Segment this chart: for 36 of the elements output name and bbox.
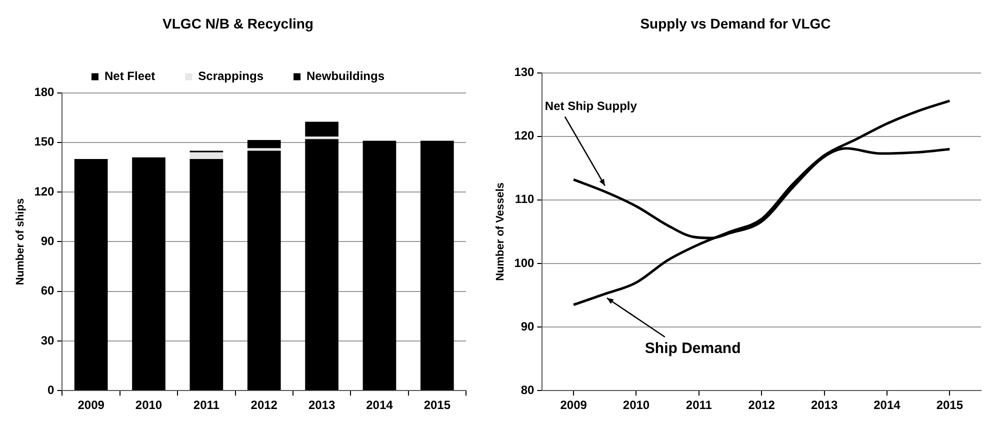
legend-label: Newbuildings [306,69,385,84]
x-tick-label: 2015 [424,398,451,412]
y-tick-label: 100 [514,256,535,270]
y-tick-label: 30 [40,333,55,348]
x-tick-label: 2010 [135,398,162,412]
x-tick-label: 2009 [560,398,588,412]
y-axis-title: Number of ships [14,198,27,286]
x-tick-label: 2013 [810,398,838,412]
x-tick-label: 2009 [78,398,105,412]
y-tick-label: 150 [34,134,55,149]
x-tick-label: 2012 [748,398,776,412]
x-tick-label: 2011 [686,398,712,412]
y-tick-label: 90 [40,234,55,248]
x-tick-label: 2012 [250,398,278,412]
y-tick-label: 110 [514,192,535,206]
x-tick-label: 2014 [366,398,394,412]
y-tick-label: 130 [514,65,535,80]
text: Ship Demand [644,340,741,358]
y-tick-label: 80 [520,382,535,397]
y-tick-label: 120 [514,128,535,143]
x-tick-label: 2014 [874,398,901,412]
y-tick-label: 120 [34,184,55,198]
y-tick-label: 90 [520,319,535,334]
chart-title: Supply vs Demand for VLGC [640,15,831,32]
text: Net Ship Supply [544,98,638,113]
x-tick-label: 2010 [622,398,650,412]
x-tick-label: 2011 [193,398,220,412]
y-tick-label: 0 [48,382,55,397]
y-tick-label: 60 [40,284,55,298]
y-axis-title: Number of Vessels [494,182,507,281]
legend-label: Net Fleet [104,69,156,84]
x-tick-label: 2015 [936,398,964,412]
x-tick-label: 2013 [308,398,336,412]
chart-title: VLGC N/B & Recycling [162,15,314,32]
legend-label: Scrappings [198,69,264,84]
y-tick-label: 180 [34,85,55,100]
